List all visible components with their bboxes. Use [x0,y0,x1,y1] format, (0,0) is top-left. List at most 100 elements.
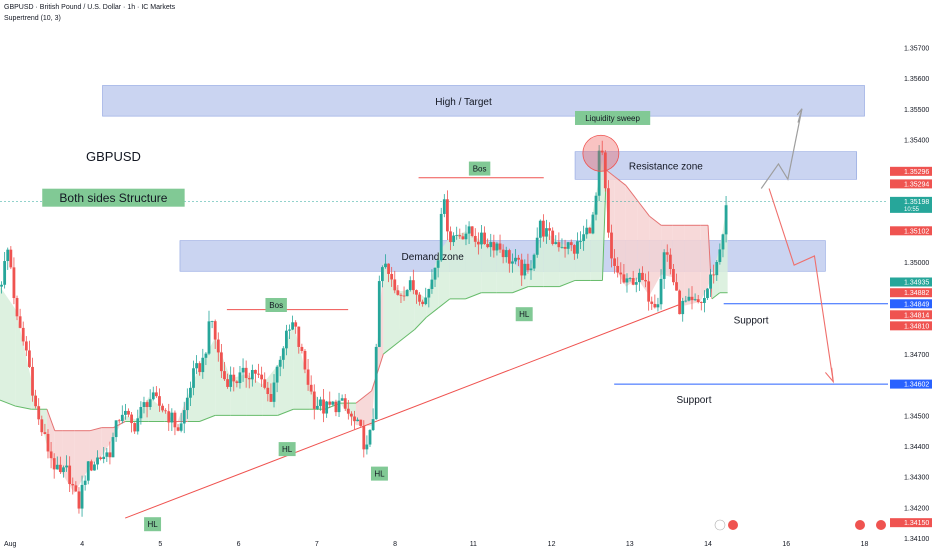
price-label-8: 1.34810 [904,323,929,330]
liquidity-sweep-circle [582,134,620,172]
supertrend-fill-17 [215,337,231,416]
candle-body-200 [619,272,623,275]
price-label-bg-7 [890,310,932,320]
x-tick-9: 14 [704,541,712,548]
candle-body-105 [325,401,329,414]
price-label-2: 1.35198 [904,199,929,206]
candle-body-3 [9,249,13,268]
candle-body-157 [486,244,490,248]
candle-body-206 [637,272,641,283]
candle-body-75 [232,374,236,382]
candle-body-85 [263,379,267,388]
supertrend-line-1 [15,405,32,410]
candle-body-233 [721,234,725,250]
zone-box-0 [102,85,865,117]
candle-body-135 [418,294,421,302]
annotation-bos-3: Bos [473,164,487,173]
candle-body-218 [675,282,678,291]
candle-body-40 [123,410,127,415]
candle-body-151 [467,226,471,234]
candle-body-68 [210,321,214,322]
candle-body-27 [83,480,87,485]
candle-body-201 [622,274,626,283]
candle-body-63 [195,363,199,369]
y-tick-9: 1.34200 [904,505,929,512]
annotation-hl-5: HL [282,445,293,454]
candle-body-1 [3,261,7,285]
x-tick-1: 4 [80,541,84,548]
supertrend-fill-12 [148,396,165,422]
supertrend-fill-26 [355,390,372,426]
candle-body-150 [464,233,468,240]
candle-body-67 [207,321,211,354]
price-label-7: 1.34814 [904,312,929,319]
candle-body-222 [687,296,691,301]
candle-body-51 [158,396,161,406]
supertrend-fill-36 [496,243,513,293]
candle-body-87 [269,394,273,402]
candle-body-221 [684,300,688,302]
candle-body-38 [117,420,121,422]
supertrend-fill-22 [293,323,310,410]
price-label-5: 1.34882 [904,290,929,297]
candle-body-54 [167,411,171,423]
candle-body-139 [430,279,434,290]
candle-body-42 [130,414,133,424]
y-tick-7: 1.34400 [904,444,929,451]
candle-body-217 [672,268,675,283]
price-label-1: 1.35294 [904,181,929,188]
candle-body-53 [164,410,168,412]
y-tick-4: 1.35000 [904,260,929,267]
candle-body-208 [644,279,647,282]
candle-body-73 [226,379,229,387]
candle-body-138 [427,289,431,298]
candle-body-149 [461,236,465,240]
candle-body-193 [597,150,601,196]
y-tick-10: 1.34100 [904,536,929,543]
annotation-both-sides-structure-1-bg [42,188,185,207]
supertrend-fill-50 [672,225,685,306]
candle-body-178 [551,230,555,244]
annotation-hl-6-bg [370,466,388,481]
candle-body-49 [151,392,155,400]
candle-body-154 [476,241,480,245]
candle-body-113 [350,413,353,417]
projection-down-arrowhead [824,367,834,384]
candle-body-31 [96,457,99,465]
candle-body-184 [569,242,573,246]
candle-body-197 [610,232,613,259]
price-label-bg-6 [890,299,932,309]
candle-body-5 [15,298,19,317]
x-tick-8: 13 [626,541,634,548]
annotation-both-sides-structure-1: Both sides Structure [59,191,167,205]
annotation-bos-3-bg [468,161,491,176]
annotation-hl-8: HL [147,520,158,529]
candle-body-142 [439,213,443,261]
candle-body-97 [300,346,304,351]
supertrend-fill-16 [199,337,216,422]
candle-body-103 [319,399,322,406]
supertrend-line-26 [355,390,372,404]
candle-body-22 [68,465,72,485]
candle-body-164 [507,250,511,264]
candle-body-163 [504,250,508,258]
supertrend-line-31 [426,307,439,318]
candle-body-185 [572,245,576,254]
candle-body-19 [58,464,62,473]
candle-body-186 [576,241,579,254]
y-tick-3: 1.35400 [904,137,929,144]
candle-body-173 [535,237,539,255]
candle-body-168 [520,259,524,276]
supertrend-fill-40 [559,242,576,287]
annotation-liquidity-sweep-2-bg [575,110,651,125]
candle-body-141 [436,260,440,268]
supertrend-line-48 [649,215,662,226]
candle-body-82 [254,369,257,374]
x-tick-0: Aug [4,541,17,548]
candle-body-2 [6,249,10,262]
candle-body-47 [145,402,149,408]
annotation-hl-7-bg [515,307,533,322]
candle-body-179 [554,242,558,244]
candle-body-216 [668,254,672,269]
